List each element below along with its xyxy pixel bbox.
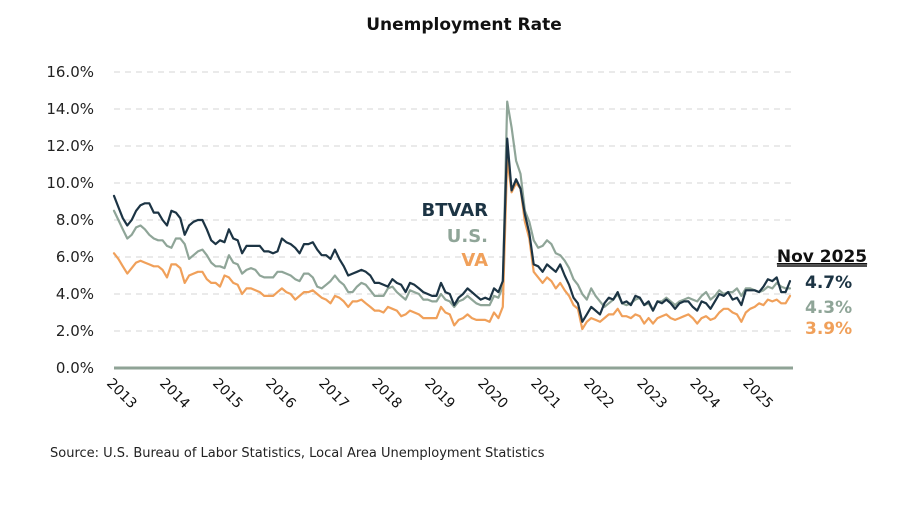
x-axis-ticks: 2013 2014 2015 2016 2017 2018 2019 2020 2021 2022… <box>103 376 776 413</box>
x-tick-label: 2015 <box>209 376 246 413</box>
legend-label-us: U.S. <box>447 226 488 247</box>
y-tick-label: 2.0% <box>56 322 94 340</box>
y-axis-ticks: 0.0% 2.0% 4.0% 6.0% 8.0% 10.0% 12.0% 14.0% 16.0% <box>46 63 94 377</box>
x-tick-label: 2024 <box>686 376 723 413</box>
x-tick-label: 2014 <box>156 376 193 413</box>
end-value-btvar: 4.7% <box>805 273 852 293</box>
gridlines <box>114 71 793 332</box>
x-tick-label: 2023 <box>633 376 670 413</box>
series-line-us <box>112 100 792 312</box>
y-tick-label: 16.0% <box>46 63 94 81</box>
end-date-label: Nov 2025 <box>777 247 867 267</box>
x-tick-label: 2013 <box>103 376 140 413</box>
legend-label-btvar: BTVAR <box>422 200 489 221</box>
y-tick-label: 0.0% <box>56 359 94 377</box>
series-line-va <box>112 157 792 331</box>
y-tick-label: 10.0% <box>46 174 94 192</box>
x-tick-label: 2022 <box>580 376 617 413</box>
legend-label-va: VA <box>461 250 488 271</box>
y-tick-label: 14.0% <box>46 100 94 118</box>
series-line-btvar <box>112 137 792 323</box>
chart-title: Unemployment Rate <box>366 15 562 35</box>
y-tick-label: 8.0% <box>56 211 94 229</box>
x-tick-label: 2025 <box>739 376 776 413</box>
series-lines <box>112 100 792 331</box>
source-note: Source: U.S. Bureau of Labor Statistics,… <box>50 446 545 461</box>
x-tick-label: 2016 <box>262 376 299 413</box>
end-value-us: 4.3% <box>805 298 852 318</box>
x-tick-label: 2020 <box>474 376 511 413</box>
y-tick-label: 12.0% <box>46 137 94 155</box>
end-labels: Nov 2025 4.7% 4.3% 3.9% <box>777 247 867 339</box>
y-tick-label: 6.0% <box>56 248 94 266</box>
legend: BTVAR U.S. VA <box>422 200 489 271</box>
end-value-va: 3.9% <box>805 319 852 339</box>
x-tick-label: 2019 <box>421 376 458 413</box>
x-tick-label: 2018 <box>368 376 405 413</box>
y-tick-label: 4.0% <box>56 285 94 303</box>
x-tick-label: 2017 <box>315 376 352 413</box>
x-tick-label: 2021 <box>527 376 564 413</box>
